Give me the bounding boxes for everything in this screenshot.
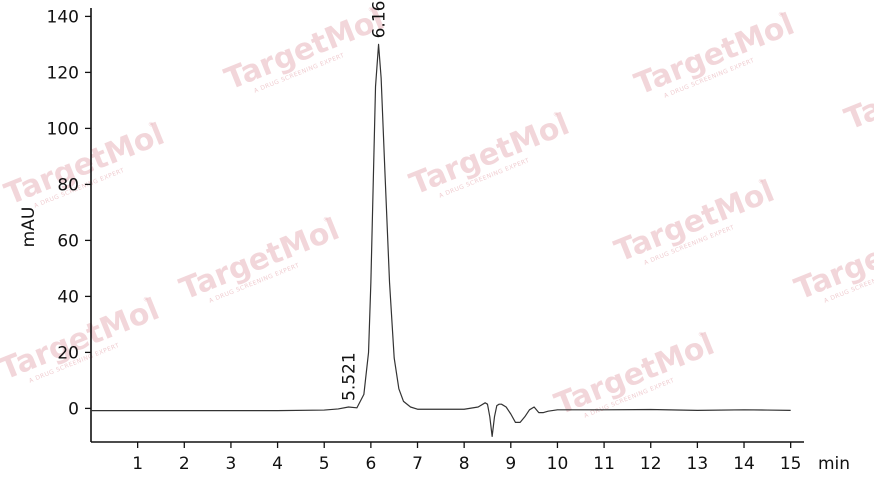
peak-labels: 5.521 6.165 — [340, 0, 390, 401]
x-tick-label: 5 — [319, 454, 330, 474]
watermark-text: TargetMol — [405, 107, 574, 203]
watermark-text: TargetMol — [840, 42, 874, 138]
watermark-text: TargetMol — [0, 117, 169, 213]
x-ticks: 1 2 3 4 5 6 7 8 9 10 11 12 13 14 15 — [132, 442, 801, 474]
x-tick-label: 9 — [505, 454, 516, 474]
x-tick-label: 3 — [226, 454, 237, 474]
watermark-text: TargetMol — [630, 7, 799, 103]
watermark-text: TargetMol — [790, 212, 874, 308]
x-tick-label: 6 — [365, 454, 376, 474]
x-axis-label: min — [818, 454, 850, 474]
axes — [90, 8, 804, 443]
watermark-registered-mark: ® — [697, 330, 706, 339]
peak-label-0: 5.521 — [340, 352, 360, 401]
y-tick-label: 140 — [47, 7, 79, 27]
x-tick-label: 14 — [733, 454, 755, 474]
watermark-registered-mark: ® — [147, 120, 156, 129]
watermark-registered-mark: ® — [757, 177, 766, 186]
watermark-registered-mark: ® — [367, 5, 376, 14]
y-tick-label: 80 — [57, 175, 79, 195]
x-tick-label: 4 — [272, 454, 283, 474]
x-tick-label: 8 — [459, 454, 470, 474]
y-tick-label: 20 — [57, 343, 79, 363]
x-tick-label: 7 — [412, 454, 423, 474]
y-tick-label: 40 — [57, 287, 79, 307]
watermark-registered-mark: ® — [552, 110, 561, 119]
x-tick-label: 2 — [179, 454, 190, 474]
x-tick-label: 11 — [593, 454, 615, 474]
peak-label-1: 6.165 — [370, 0, 390, 38]
y-ticks: 0 20 40 60 80 100 120 140 — [47, 7, 91, 419]
watermark-text: TargetMol — [220, 2, 389, 98]
watermark-registered-mark: ® — [322, 215, 331, 224]
watermark-registered-mark: ® — [142, 295, 151, 304]
x-tick-label: 13 — [687, 454, 709, 474]
x-tick-label: 1 — [132, 454, 143, 474]
x-tick-label: 15 — [780, 454, 802, 474]
y-tick-label: 120 — [47, 63, 79, 83]
watermark-text: TargetMol — [175, 212, 344, 308]
y-tick-label: 60 — [57, 231, 79, 251]
x-tick-label: 10 — [547, 454, 569, 474]
x-tick-label: 12 — [640, 454, 662, 474]
watermark-text: TargetMol — [610, 174, 779, 270]
y-axis-label: mAU — [19, 207, 39, 248]
watermark-text: TargetMol — [550, 327, 719, 423]
chromatogram-trace — [91, 43, 791, 437]
watermark-registered-mark: ® — [777, 10, 786, 19]
y-tick-label: 100 — [47, 119, 79, 139]
watermark-text: TargetMol — [0, 292, 164, 388]
y-tick-label: 0 — [68, 399, 79, 419]
